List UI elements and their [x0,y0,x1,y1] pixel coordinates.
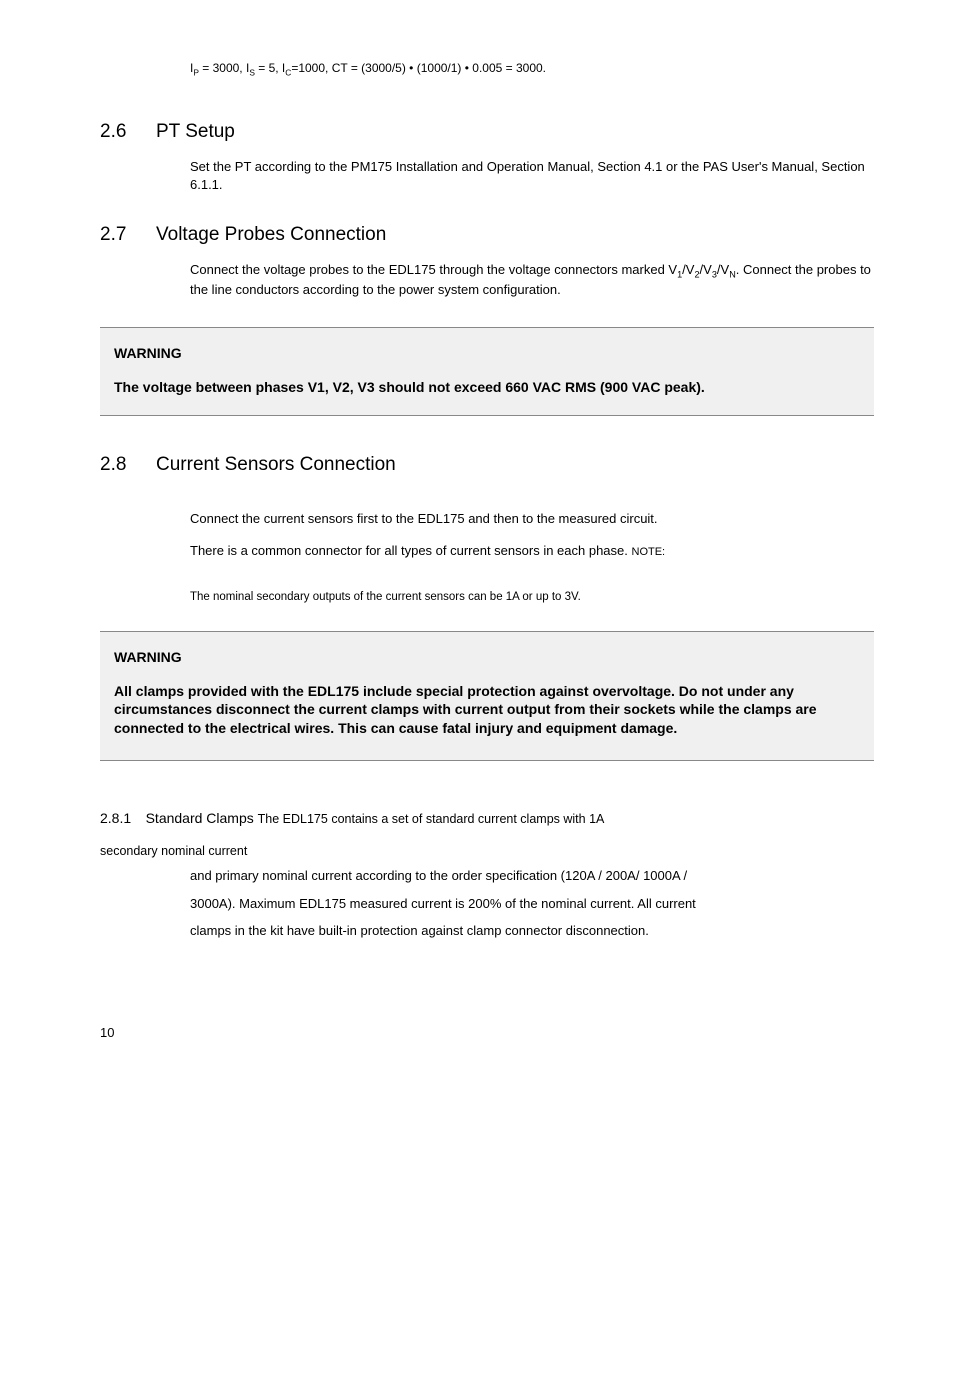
warning-label: WARNING [114,648,860,668]
text-line: and primary nominal current according to… [190,868,687,883]
page-number: 10 [100,1024,874,1042]
formula-text: IP = 3000, IS = 5, IC=1000, CT = (3000/5… [190,60,874,79]
continuation-label: secondary nominal current [100,843,874,861]
text-part: There is a common connector for all type… [190,543,632,558]
section-2-8-body: Connect the current sensors first to the… [190,510,874,561]
text-line: clamps in the kit have built-in protecti… [190,923,649,938]
note-text: The nominal secondary outputs of the cur… [190,589,874,605]
subsection-body: and primary nominal current according to… [190,862,874,944]
section-2-7-heading: 2.7 Voltage Probes Connection [100,222,874,249]
section-number: 2.7 [100,222,156,249]
paragraph: Connect the voltage probes to the EDL175… [190,261,874,300]
warning-box-1: WARNING The voltage between phases V1, V… [100,327,874,415]
section-number: 2.6 [100,119,156,146]
section-title: PT Setup [156,119,235,146]
section-2-8-heading: 2.8 Current Sensors Connection [100,452,874,479]
subsection-number: 2.8.1 [100,810,131,826]
subsection-title: Standard Clamps [146,810,258,826]
section-2-7-body: Connect the voltage probes to the EDL175… [190,261,874,300]
note-label: NOTE: [632,546,666,558]
subsection-inline-text: The EDL175 contains a set of standard cu… [258,812,605,826]
paragraph: Connect the current sensors first to the… [190,510,874,528]
warning-text: The voltage between phases V1, V2, V3 sh… [114,378,860,397]
section-number: 2.8 [100,452,156,479]
subsection-2-8-1: 2.8.1 Standard Clamps The EDL175 contain… [100,809,874,829]
warning-text: All clamps provided with the EDL175 incl… [114,682,860,739]
text-line: 3000A). Maximum EDL175 measured current … [190,896,696,911]
paragraph: Set the PT according to the PM175 Instal… [190,158,874,194]
warning-label: WARNING [114,344,860,364]
text-part: Connect the voltage probes to the EDL175… [190,262,665,277]
section-title: Voltage Probes Connection [156,222,386,249]
warning-box-2: WARNING All clamps provided with the EDL… [100,631,874,761]
section-2-6-body: Set the PT according to the PM175 Instal… [190,158,874,194]
paragraph: There is a common connector for all type… [190,542,874,560]
section-2-6-heading: 2.6 PT Setup [100,119,874,146]
section-title: Current Sensors Connection [156,452,396,479]
